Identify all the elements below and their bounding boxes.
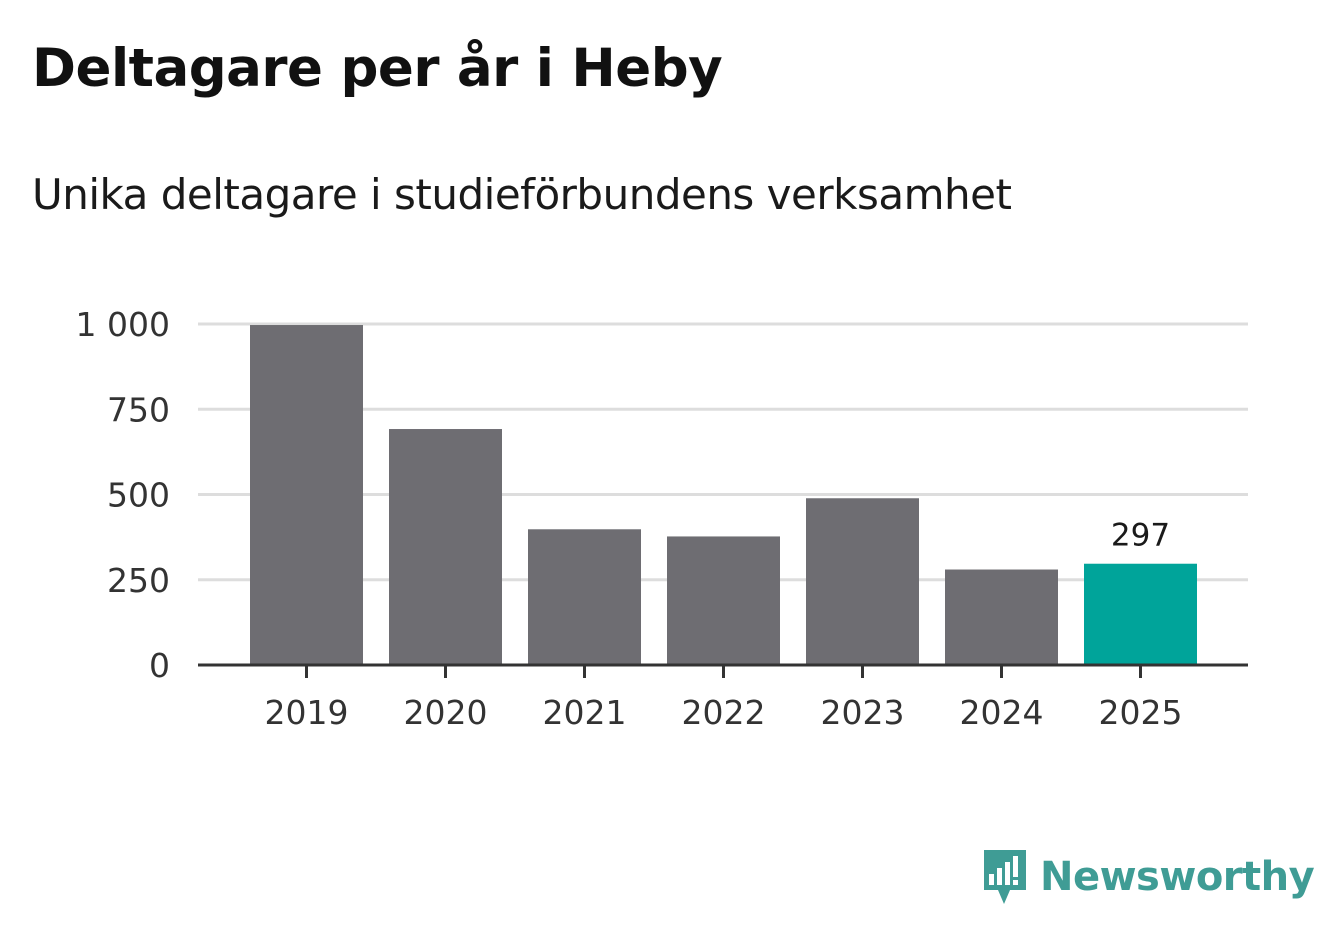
bar-2022 [667,536,780,665]
data-labels: 297 [1111,518,1170,554]
bar-2025 [1084,563,1197,665]
brand-logo: Newsworthy [980,846,1315,908]
x-tick-label: 2020 [404,693,488,732]
y-tick-label: 750 [107,390,170,429]
bar-2019 [250,325,363,665]
brand-name: Newsworthy [1040,854,1315,900]
y-tick-label: 250 [107,561,170,600]
x-tick-label: 2023 [821,693,905,732]
x-tick-label: 2025 [1099,693,1183,732]
y-axis-ticks: 0 250 500 750 1 000 [76,305,170,685]
bar-2024 [945,569,1058,665]
y-tick-label: 0 [149,646,170,685]
bar-2021 [528,529,641,665]
bar-2023 [806,498,919,665]
data-label: 297 [1111,518,1170,554]
bar-2020 [389,429,502,665]
x-tick-label: 2021 [543,693,627,732]
x-tick-label: 2019 [265,693,349,732]
x-tick-label: 2024 [960,693,1044,732]
y-tick-label: 1 000 [76,305,170,344]
bars [250,325,1197,665]
chart-subtitle: Unika deltagare i studieförbundens verks… [32,170,1012,219]
newsworthy-logo-icon [984,850,1026,904]
y-tick-label: 500 [107,476,170,515]
chart-title: Deltagare per år i Heby [32,38,723,99]
x-axis-ticks: 2019 2020 2021 2022 2023 2024 2025 [265,665,1183,732]
x-tick-label: 2022 [682,693,766,732]
